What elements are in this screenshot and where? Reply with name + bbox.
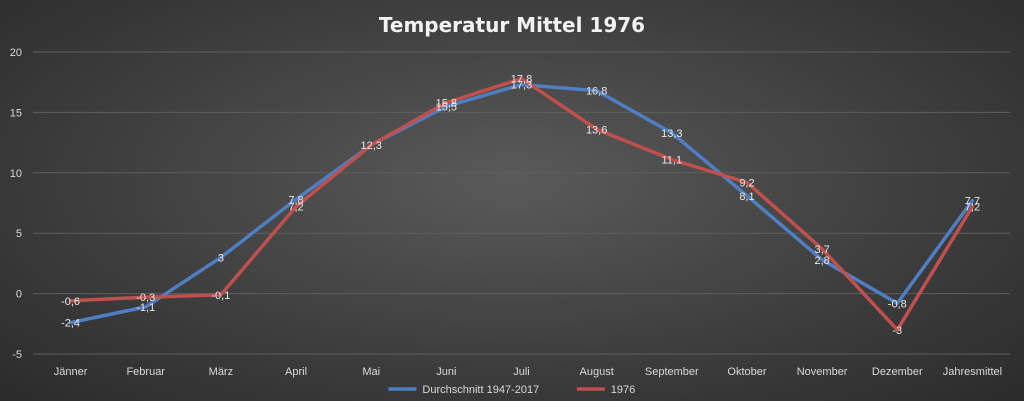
data-label: -2,4	[61, 318, 80, 330]
legend-label: 1976	[611, 384, 635, 396]
x-tick-label: Mai	[362, 366, 380, 378]
x-tick-label: Juli	[513, 366, 530, 378]
data-label: 8,1	[739, 191, 754, 203]
legend: Durchschnitt 1947-2017 1976	[388, 384, 635, 396]
data-label: 2,8	[814, 255, 829, 267]
y-tick-label: 5	[16, 228, 22, 240]
x-tick-label: Jahresmittel	[943, 366, 1002, 378]
x-tick-label: März	[209, 366, 233, 378]
x-tick-label: Jänner	[54, 366, 88, 378]
x-tick-label: August	[580, 366, 614, 378]
x-tick-label: Februar	[126, 366, 165, 378]
data-label: 17,3	[511, 80, 532, 92]
series-line-2	[68, 76, 975, 332]
y-tick-label: 0	[16, 289, 22, 301]
series-lines	[68, 76, 975, 332]
data-label: 13,3	[661, 128, 682, 140]
data-label: 7,7	[965, 196, 980, 208]
data-label: -0,1	[211, 290, 230, 302]
data-label: -0,6	[61, 296, 80, 308]
x-tick-label: April	[285, 366, 307, 378]
y-tick-label: 15	[10, 107, 22, 119]
axis-labels: -5 0 5 10 15 20 Jänner Februar März April Mai Juni J…	[10, 47, 1002, 378]
data-label: 9,2	[739, 177, 754, 189]
x-tick-label: September	[645, 366, 699, 378]
data-label: 3	[218, 252, 224, 264]
x-tick-label: November	[797, 366, 848, 378]
data-label: -0,8	[888, 298, 907, 310]
data-label: 7,8	[288, 194, 303, 206]
data-label: 13,6	[586, 124, 607, 136]
data-label: 3,7	[814, 244, 829, 256]
data-label: 15,5	[436, 101, 457, 113]
chart-title: Temperatur Mittel 1976	[379, 13, 645, 37]
legend-label: Durchschnitt 1947-2017	[422, 384, 539, 396]
data-label: 7,2	[288, 202, 303, 214]
data-label: -0,3	[136, 292, 155, 304]
data-label: 15,8	[436, 98, 457, 110]
data-label: 11,1	[662, 155, 683, 167]
x-tick-label: Juni	[436, 366, 456, 378]
data-label: -3	[892, 325, 902, 337]
series-line-1	[68, 82, 975, 325]
y-tick-label: 10	[10, 168, 22, 180]
data-label: 12,3	[360, 140, 381, 152]
data-label: -1,1	[136, 302, 155, 314]
y-tick-label: -5	[12, 349, 22, 361]
x-tick-label: Oktober	[727, 366, 766, 378]
data-label: 16,8	[586, 86, 607, 98]
y-tick-label: 20	[10, 47, 22, 59]
data-labels: -2,4 -1,1 3 7,8 12,3 15,5 17,3 16,8 13,3 8,1 2,8 -0…	[61, 74, 980, 337]
data-label: 17,8	[511, 74, 532, 86]
x-tick-label: Dezember	[872, 366, 923, 378]
gridlines	[33, 51, 1010, 355]
data-label: 7,2	[965, 202, 980, 214]
